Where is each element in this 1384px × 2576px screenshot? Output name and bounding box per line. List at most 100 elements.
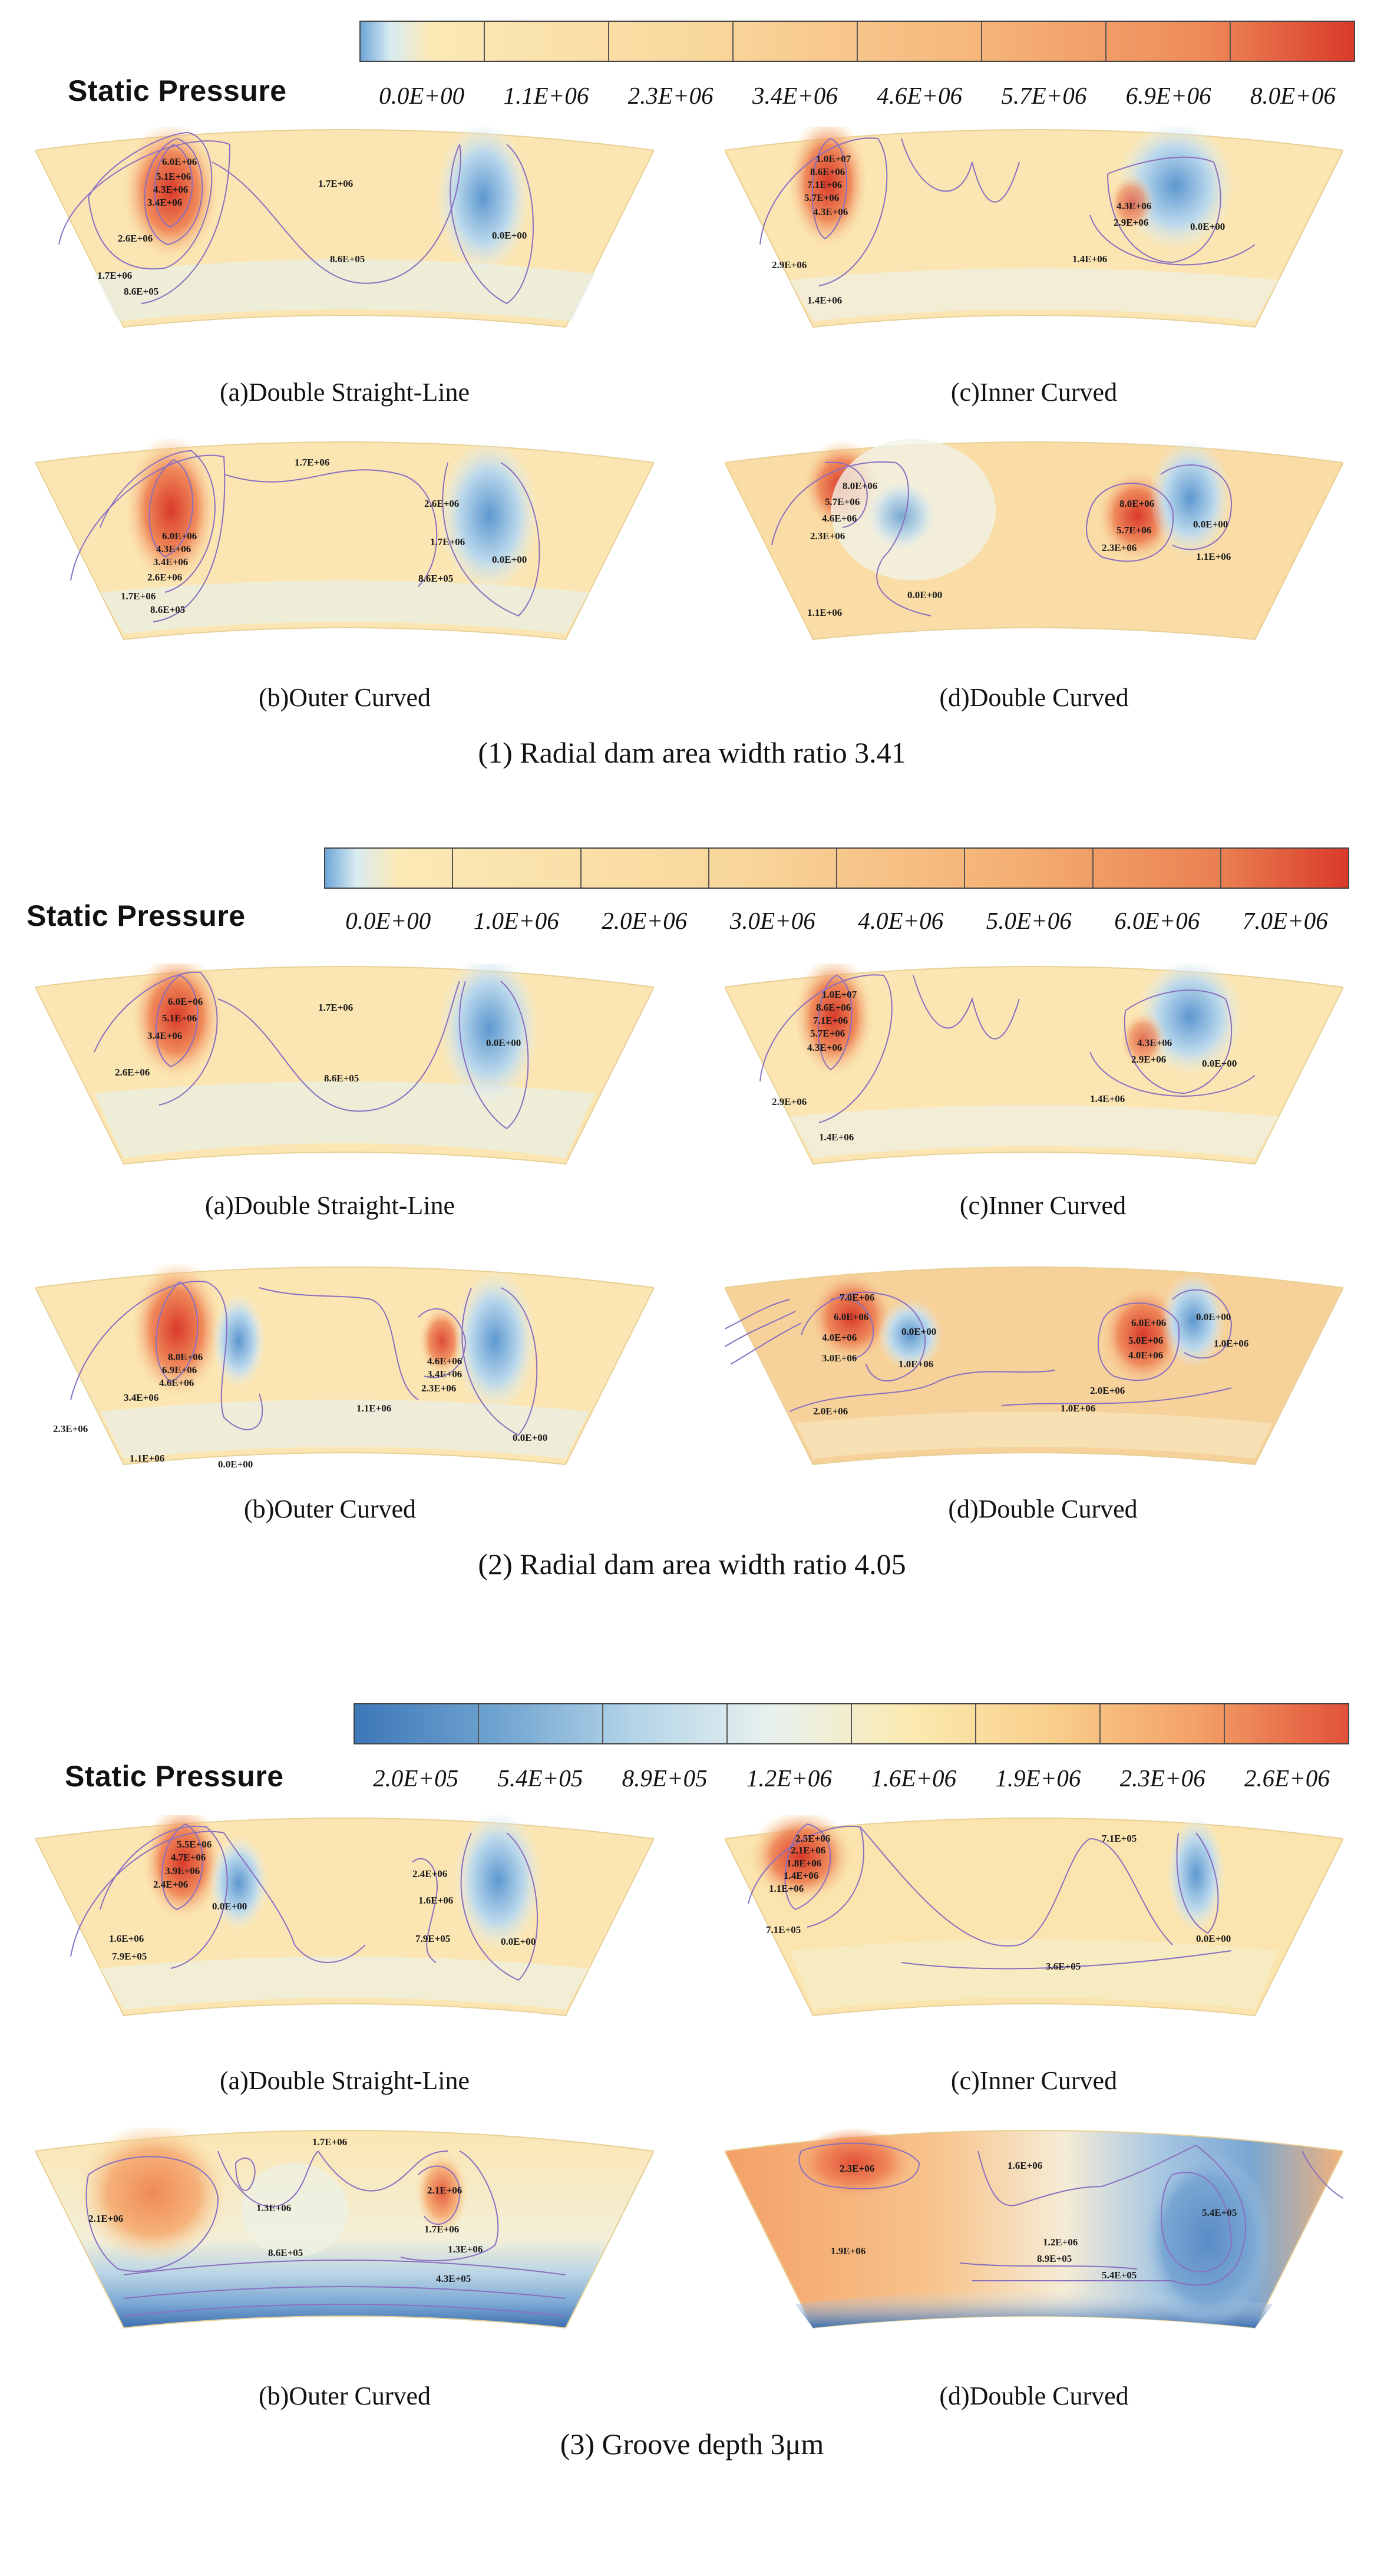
contour-label: 0.0E+00 — [212, 1901, 247, 1912]
contour-label: 2.4E+06 — [153, 1879, 188, 1890]
panel-b-outer-curved: 6.0E+06 4.3E+06 3.4E+06 2.6E+06 1.7E+06 … — [35, 439, 654, 645]
panel-b-outer-curved: 8.0E+06 6.9E+06 4.6E+06 3.4E+06 2.3E+06 … — [35, 1264, 654, 1470]
tick-label: 2.6E+06 — [1244, 1764, 1330, 1792]
contour-label: 2.6E+06 — [115, 1067, 150, 1078]
contour-label: 7.1E+06 — [807, 179, 842, 190]
contour-label: 0.0E+00 — [1196, 1311, 1231, 1322]
contour-label: 1.4E+06 — [784, 1870, 818, 1881]
contour-label: 8.6E+05 — [418, 573, 453, 584]
contour-label: 7.1E+05 — [1102, 1833, 1137, 1844]
contour-label: 1.6E+06 — [418, 1895, 453, 1906]
contour-label: 1.7E+06 — [312, 2136, 347, 2148]
contour-label: 3.6E+05 — [1046, 1961, 1081, 1972]
contour-label: 0.0E+00 — [907, 589, 942, 601]
contour-label: 2.3E+06 — [810, 530, 845, 542]
section-title: Static Pressure — [27, 899, 246, 932]
contour-label: 3.4E+06 — [147, 197, 182, 208]
panel-caption: (c)Inner Curved — [959, 1191, 1127, 1220]
contour-label: 0.0E+00 — [492, 230, 527, 241]
contour-label: 7.1E+06 — [813, 1015, 848, 1026]
tick-label: 1.6E+06 — [871, 1764, 957, 1792]
contour-label: 3.4E+06 — [427, 1368, 462, 1380]
contour-label: 8.6E+05 — [124, 286, 158, 297]
contour-label: 1.0E+07 — [822, 989, 857, 1000]
contour-label: 7.9E+05 — [112, 1951, 147, 1962]
contour-label: 1.7E+06 — [121, 591, 156, 602]
contour-label: 0.0E+00 — [1190, 221, 1225, 232]
tick-label: 2.3E+06 — [627, 82, 714, 109]
contour-label: 4.0E+06 — [1128, 1350, 1163, 1361]
contour-label: 1.1E+06 — [769, 1883, 804, 1894]
contour-label: 4.3E+06 — [1137, 1037, 1172, 1048]
contour-label: 2.3E+06 — [840, 2163, 874, 2174]
contour-label: 8.0E+06 — [843, 480, 877, 492]
contour-label: 8.0E+06 — [168, 1351, 203, 1363]
tick-label: 4.6E+06 — [877, 82, 963, 109]
contour-label: 4.6E+06 — [159, 1377, 194, 1388]
contour-label: 1.3E+06 — [448, 2244, 483, 2255]
contour-label: 5.5E+06 — [177, 1839, 212, 1850]
tick-label: 7.0E+06 — [1242, 907, 1328, 934]
tick-label: 1.9E+06 — [995, 1764, 1081, 1792]
tick-label: 6.0E+06 — [1114, 907, 1200, 934]
contour-label: 7.1E+05 — [766, 1924, 801, 1935]
contour-label: 1.2E+06 — [1043, 2237, 1078, 2248]
contour-label: 2.4E+06 — [412, 1868, 447, 1879]
contour-label: 0.0E+00 — [1193, 519, 1228, 530]
contour-label: 6.0E+06 — [162, 530, 197, 542]
panel-c-inner-curved: 1.0E+07 8.6E+06 7.1E+06 5.7E+06 4.3E+06 … — [725, 964, 1343, 1170]
contour-label: 3.0E+06 — [822, 1353, 857, 1364]
contour-label: 1.1E+06 — [1196, 551, 1231, 562]
contour-label: 1.1E+06 — [807, 607, 842, 618]
contour-label: 8.6E+05 — [324, 1073, 359, 1084]
contour-label: 4.3E+06 — [1117, 200, 1151, 212]
contour-label: 0.0E+00 — [901, 1326, 936, 1337]
panel-a-double-straight-line: 5.5E+06 4.7E+06 3.9E+06 2.4E+06 1.6E+06 … — [35, 1815, 654, 2021]
contour-label: 3.4E+06 — [124, 1392, 158, 1403]
section-1: Static Pressure 0.0E+00 1.1E+06 2.3E+06 … — [0, 0, 1384, 784]
contour-label: 1.8E+06 — [787, 1858, 821, 1869]
contour-label: 4.6E+06 — [427, 1355, 462, 1367]
panel-caption: (a)Double Straight-Line — [220, 378, 470, 407]
contour-label: 8.0E+06 — [1119, 498, 1154, 509]
contour-label: 2.3E+06 — [1102, 542, 1137, 553]
contour-label: 1.1E+06 — [130, 1453, 164, 1464]
contour-label: 1.7E+06 — [430, 536, 465, 547]
tick-label: 1.0E+06 — [473, 907, 559, 934]
colorbar — [354, 1703, 1349, 1744]
panel-a-double-straight-line: 6.0E+06 5.1E+06 4.3E+06 3.4E+06 2.6E+06 … — [35, 127, 654, 333]
contour-label: 2.9E+06 — [1131, 1054, 1166, 1065]
section-caption: (3) Groove depth 3μm — [560, 2427, 824, 2460]
panel-b-outer-curved: 1.7E+06 2.1E+06 1.3E+06 8.6E+05 2.1E+06 … — [35, 2128, 654, 2334]
tick-label: 5.4E+05 — [497, 1764, 583, 1792]
panel-d-double-curved: 7.0E+06 6.0E+06 4.0E+06 3.0E+06 0.0E+00 … — [725, 1264, 1343, 1470]
tick-label: 4.0E+06 — [858, 907, 944, 934]
contour-label: 8.6E+06 — [816, 1002, 851, 1013]
panel-caption: (d)Double Curved — [939, 683, 1129, 712]
tick-label: 2.0E+05 — [373, 1764, 459, 1792]
contour-label: 5.4E+05 — [1102, 2270, 1137, 2281]
contour-label: 1.0E+06 — [1061, 1403, 1095, 1414]
contour-label: 0.0E+00 — [1202, 1058, 1237, 1069]
contour-label: 4.6E+06 — [822, 513, 857, 524]
panel-caption: (a)Double Straight-Line — [205, 1191, 455, 1220]
contour-label: 1.0E+06 — [1214, 1338, 1248, 1349]
colorbar-ticks — [361, 22, 1354, 61]
tick-label: 1.2E+06 — [746, 1764, 832, 1792]
contour-label: 2.9E+06 — [772, 259, 807, 271]
panel-d-double-curved: 8.0E+06 5.7E+06 4.6E+06 2.3E+06 1.1E+06 … — [725, 439, 1343, 645]
section-title: Static Pressure — [68, 74, 287, 107]
contour-label: 5.4E+05 — [1202, 2207, 1237, 2218]
contour-label: 1.1E+06 — [356, 1403, 391, 1414]
contour-label: 0.0E+00 — [492, 554, 527, 565]
contour-label: 4.3E+06 — [807, 1042, 842, 1053]
contour-label: 5.0E+06 — [1128, 1335, 1163, 1346]
contour-label: 1.0E+06 — [899, 1358, 933, 1370]
contour-label: 4.7E+06 — [171, 1852, 206, 1863]
panel-a-double-straight-line: 6.0E+06 5.1E+06 3.4E+06 2.6E+06 1.7E+06 … — [35, 964, 654, 1170]
contour-label: 6.0E+06 — [834, 1311, 868, 1322]
contour-label: 2.1E+06 — [88, 2213, 123, 2224]
contour-label: 2.1E+06 — [427, 2185, 462, 2196]
tick-label: 2.3E+06 — [1119, 1764, 1205, 1792]
panel-caption: (c)Inner Curved — [950, 2066, 1118, 2095]
